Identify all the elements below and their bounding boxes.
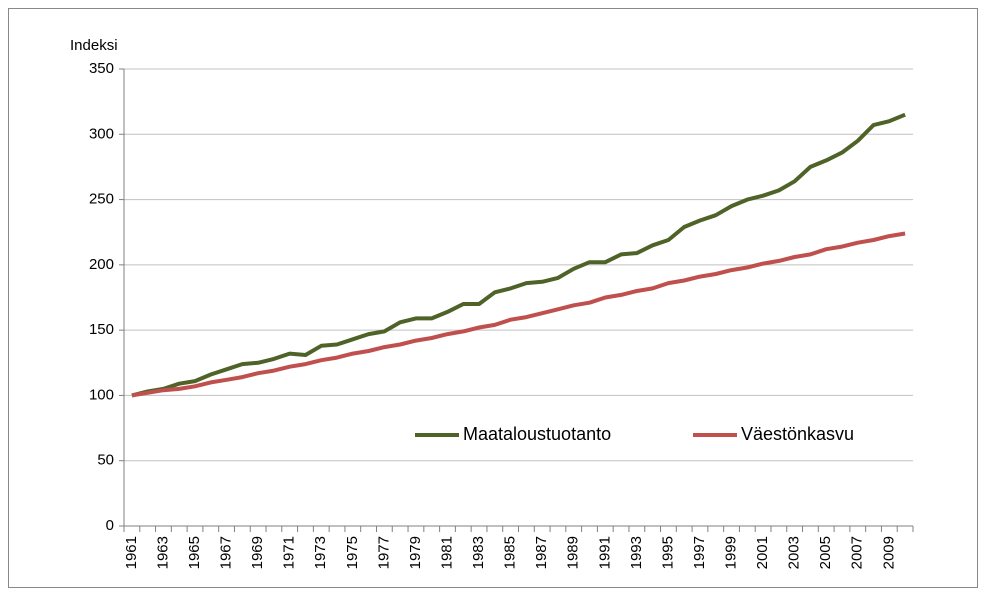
y-tick-label: 200 bbox=[89, 256, 114, 273]
x-tick-label: 1989 bbox=[565, 536, 582, 569]
y-tick-label: 0 bbox=[106, 517, 114, 534]
y-tick-label: 350 bbox=[89, 60, 114, 77]
x-tick-label: 1999 bbox=[722, 536, 739, 569]
x-tick-label: 1961 bbox=[123, 536, 140, 569]
x-tick-label: 1981 bbox=[438, 536, 455, 569]
x-tick-label: 1983 bbox=[470, 536, 487, 569]
x-tick-label: 2007 bbox=[849, 536, 866, 569]
legend-label: Väestönkasvu bbox=[741, 424, 854, 444]
y-tick-label: 100 bbox=[89, 386, 114, 403]
x-tick-label: 1975 bbox=[344, 536, 361, 569]
series-line bbox=[131, 231, 906, 398]
chart-frame bbox=[8, 8, 978, 588]
y-tick-label: 300 bbox=[89, 125, 114, 142]
x-tick-label: 1977 bbox=[375, 536, 392, 569]
x-tick-label: 1985 bbox=[502, 536, 519, 569]
x-tick-label: 2003 bbox=[786, 536, 803, 569]
x-tick-label: 1967 bbox=[218, 536, 235, 569]
x-tick-label: 1997 bbox=[691, 536, 708, 569]
x-tick-label: 1973 bbox=[312, 536, 329, 569]
x-tick-label: 2005 bbox=[817, 536, 834, 569]
x-tick-label: 1971 bbox=[281, 536, 298, 569]
x-tick-label: 1987 bbox=[533, 536, 550, 569]
x-tick-label: 1991 bbox=[596, 536, 613, 569]
y-axis-label: Indeksi bbox=[70, 37, 118, 54]
y-tick-label: 50 bbox=[97, 452, 114, 469]
y-tick-label: 250 bbox=[89, 191, 114, 208]
x-tick-label: 2001 bbox=[754, 536, 771, 569]
x-tick-label: 1963 bbox=[154, 536, 171, 569]
legend-label: Maataloustuotanto bbox=[463, 424, 611, 444]
x-tick-label: 1995 bbox=[659, 536, 676, 569]
x-tick-label: 1965 bbox=[186, 536, 203, 569]
series-line bbox=[131, 112, 906, 398]
x-tick-label: 1969 bbox=[249, 536, 266, 569]
x-tick-label: 2009 bbox=[880, 536, 897, 569]
x-tick-label: 1993 bbox=[628, 536, 645, 569]
x-tick-label: 1979 bbox=[407, 536, 424, 569]
y-tick-label: 150 bbox=[89, 321, 114, 338]
